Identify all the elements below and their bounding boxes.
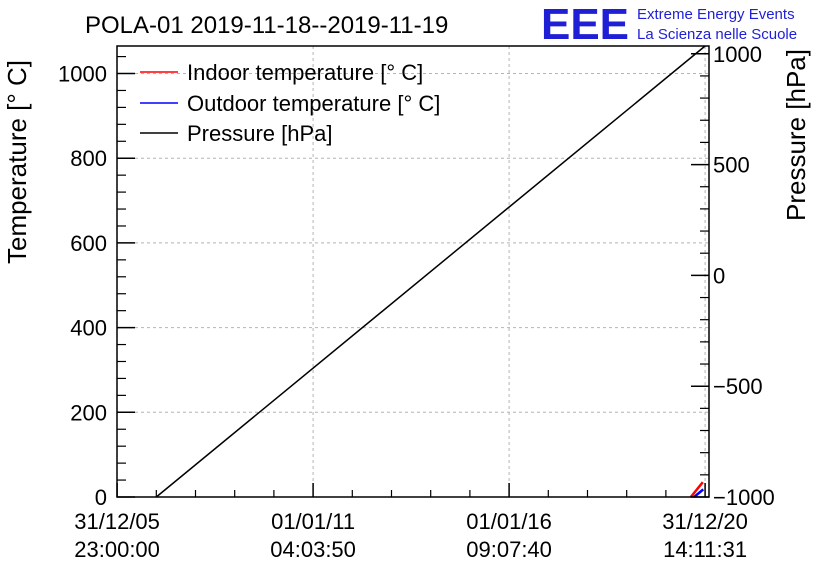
y2-tick-label: 500 bbox=[713, 153, 750, 178]
grid bbox=[116, 46, 709, 497]
y-tick-label: 400 bbox=[70, 316, 107, 341]
eee-logo: EEE Extreme Energy Events La Scienza nel… bbox=[541, 0, 797, 49]
y-tick-label: 0 bbox=[95, 485, 107, 510]
x-tick-label-date: 01/01/11 bbox=[271, 509, 355, 534]
legend-label-indoor: Indoor temperature [° C] bbox=[187, 60, 423, 85]
series-line-indoor-temperature bbox=[689, 481, 704, 498]
legend: Indoor temperature [° C] Outdoor tempera… bbox=[140, 60, 440, 146]
y2-axis-label: Pressure [hPa] bbox=[781, 49, 811, 221]
y-tick-label: 600 bbox=[70, 231, 107, 256]
x-tick-label-time: 14:11:31 bbox=[663, 537, 747, 562]
y2-tick-label: 1000 bbox=[713, 42, 762, 67]
eee-logo-line2: La Scienza nelle Scuole bbox=[637, 26, 797, 43]
x-tick-label-time: 04:03:50 bbox=[270, 537, 356, 562]
series-line-pressure bbox=[155, 45, 706, 498]
axes: 0 200 400 600 800 1000 −1000 −500 0 500 1000 31/12/… bbox=[58, 42, 775, 562]
eee-logo-mark: EEE bbox=[541, 0, 629, 49]
eee-logo-line1: Extreme Energy Events bbox=[637, 6, 795, 23]
x-tick-label-date: 31/12/20 bbox=[662, 509, 748, 534]
y2-tick-label: 0 bbox=[713, 263, 725, 288]
x-tick-label-time: 23:00:00 bbox=[74, 537, 160, 562]
y2-tick-label: −1000 bbox=[713, 485, 775, 510]
x-tick-label-date: 31/12/05 bbox=[74, 509, 160, 534]
plot-frame bbox=[116, 45, 710, 498]
series-layer bbox=[155, 45, 706, 498]
y-tick-label: 200 bbox=[70, 400, 107, 425]
x-tick-label-date: 01/01/16 bbox=[466, 509, 552, 534]
y2-tick-label: −500 bbox=[713, 374, 763, 399]
series-line-outdoor-temperature bbox=[693, 488, 705, 498]
chart-title: POLA-01 2019-11-18--2019-11-19 bbox=[85, 12, 448, 39]
y-tick-label: 1000 bbox=[58, 62, 107, 87]
legend-label-outdoor: Outdoor temperature [° C] bbox=[187, 91, 440, 116]
y-axis-label: Temperature [° C] bbox=[2, 60, 32, 264]
x-tick-label-time: 09:07:40 bbox=[466, 537, 552, 562]
legend-label-pressure: Pressure [hPa] bbox=[187, 121, 333, 146]
y-tick-label: 800 bbox=[70, 146, 107, 171]
